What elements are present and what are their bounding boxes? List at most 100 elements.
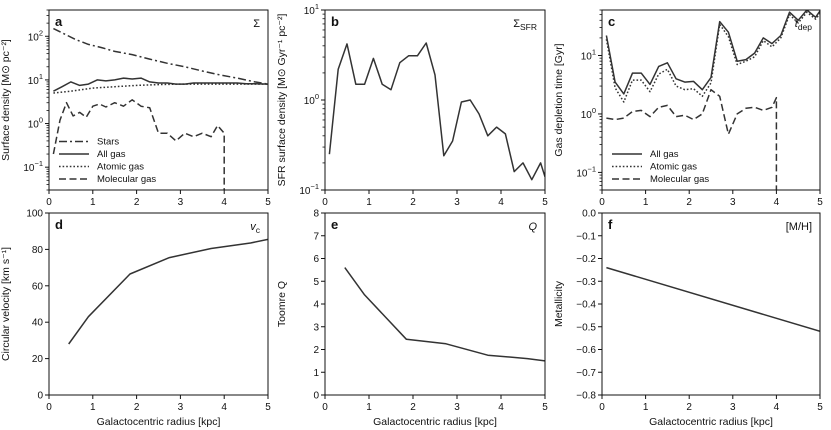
y-tick-label: 7 xyxy=(313,231,319,242)
x-tick-label: 4 xyxy=(221,402,227,413)
legend-label: Atomic gas xyxy=(650,162,697,173)
x-axis-label: Galactocentric radius [kpc] xyxy=(373,416,497,428)
x-axis-label: Galactocentric radius [kpc] xyxy=(97,416,221,428)
y-tick-label: 100 xyxy=(581,106,596,121)
y-axis-label: Surface density [M⊙ pc⁻²] xyxy=(0,39,12,161)
y-axis-label: Toomre Q xyxy=(276,281,288,327)
x-tick-label: 1 xyxy=(643,402,649,413)
plot-frame xyxy=(48,212,269,396)
y-tick-label: 100 xyxy=(26,209,43,220)
x-tick-label: 0 xyxy=(46,197,52,208)
x-tick-label: 4 xyxy=(498,197,504,208)
legend-label: Molecular gas xyxy=(650,174,709,185)
x-tick-label: 3 xyxy=(730,197,736,208)
legend-label: Stars xyxy=(97,137,119,148)
x-tick-label: 2 xyxy=(410,402,416,413)
y-tick-label: 40 xyxy=(32,318,44,329)
panel-a: 0 1 2 3 4 5 10−1 100 101 102 a Σ Surface density [M⊙… xyxy=(0,9,271,208)
y-tick-label: −0.5 xyxy=(576,322,596,333)
y-tick-label: −0.8 xyxy=(576,391,596,402)
series-line-metallicity xyxy=(606,266,820,333)
x-tick-label: 0 xyxy=(322,402,328,413)
y-tick-label: 4 xyxy=(313,300,319,311)
plot-frame xyxy=(601,9,821,191)
y-tick-label: 6 xyxy=(313,254,319,265)
x-tick-label: 5 xyxy=(817,197,823,208)
panel-letter: e xyxy=(331,217,338,232)
x-tick-label: 5 xyxy=(265,197,271,208)
y-tick-label: 1 xyxy=(313,368,319,379)
x-tick-label: 3 xyxy=(454,197,460,208)
x-axis-label: Galactocentric radius [kpc] xyxy=(649,416,773,428)
x-tick-label: 4 xyxy=(498,402,504,413)
x-tick-label: 3 xyxy=(178,197,184,208)
y-tick-label: −0.3 xyxy=(576,277,596,288)
y-axis-label: Metallicity xyxy=(553,280,565,327)
panel-e: 0 1 2 3 4 5 0 1 2 3 4 5 6 7 8 e Q Toomre Q Galactocentric … xyxy=(276,209,548,429)
x-tick-label: 1 xyxy=(90,197,96,208)
x-tick-label: 5 xyxy=(265,402,271,413)
y-tick-label: −0.7 xyxy=(576,368,596,379)
quantity-label: Q xyxy=(528,221,537,233)
series-line-stars xyxy=(53,27,268,85)
y-tick-label: 10−1 xyxy=(576,164,596,179)
y-axis-label: SFR surface density [M⊙ Gyr⁻¹ pc⁻²] xyxy=(276,14,288,187)
y-tick-label: 5 xyxy=(313,277,319,288)
series-line-all-gas xyxy=(605,10,820,95)
series-line-toomre-q xyxy=(344,267,545,362)
y-tick-label: −0.2 xyxy=(576,254,596,265)
panel-c: 0 1 2 3 4 5 10−1 100 101 c tdep Gas depletion time … xyxy=(553,9,823,208)
series-line-molecular-gas xyxy=(52,99,225,190)
y-tick-label: 10−1 xyxy=(23,159,43,174)
x-tick-label: 1 xyxy=(366,402,372,413)
panel-letter: f xyxy=(608,217,613,232)
y-tick-label: 8 xyxy=(313,209,319,220)
x-tick-label: 3 xyxy=(454,402,460,413)
plot-frame xyxy=(324,212,546,396)
series-line-circular-velocity xyxy=(68,238,268,345)
y-tick-label: −0.1 xyxy=(576,231,596,242)
quantity-label: tdep xyxy=(795,18,813,32)
y-tick-label: 0 xyxy=(313,391,319,402)
series-line-sfr xyxy=(328,42,545,181)
plot-frame xyxy=(324,9,546,191)
x-tick-label: 0 xyxy=(322,197,328,208)
x-tick-label: 2 xyxy=(686,402,692,413)
panel-letter: b xyxy=(331,14,339,29)
y-tick-label: 101 xyxy=(304,2,319,17)
y-tick-label: 0 xyxy=(37,391,43,402)
panel-d: 0 1 2 3 4 5 0 20 40 60 80 100 d vc Circular velocity [… xyxy=(0,209,271,429)
plot-frame xyxy=(601,212,821,396)
y-tick-label: 3 xyxy=(313,322,319,333)
legend-label: All gas xyxy=(97,149,126,160)
x-tick-label: 0 xyxy=(599,402,605,413)
x-tick-label: 3 xyxy=(730,402,736,413)
panel-b: 0 1 2 3 4 5 10−1 100 101 b ΣSFR SFR surface density… xyxy=(276,2,548,208)
x-tick-label: 4 xyxy=(774,402,780,413)
x-tick-label: 2 xyxy=(410,197,416,208)
legend-label: Atomic gas xyxy=(97,162,144,173)
y-tick-label: 101 xyxy=(28,72,43,87)
legend-label: Molecular gas xyxy=(97,174,156,185)
y-tick-label: 20 xyxy=(32,354,44,365)
x-tick-label: 5 xyxy=(542,402,548,413)
y-tick-label: −0.6 xyxy=(576,345,596,356)
x-tick-label: 3 xyxy=(178,402,184,413)
x-tick-label: 5 xyxy=(817,402,823,413)
plot-frame xyxy=(48,9,269,191)
x-tick-label: 0 xyxy=(599,197,605,208)
y-tick-label: 0.0 xyxy=(582,209,596,220)
x-tick-label: 5 xyxy=(542,197,548,208)
x-tick-label: 4 xyxy=(221,197,227,208)
panel-f: 0 1 2 3 4 5 −0.8 −0.7 −0.6 −0.5 −0.4 −0.3 −0.2 −0.1 0.… xyxy=(553,209,823,429)
x-tick-label: 2 xyxy=(134,402,140,413)
panel-letter: d xyxy=(55,217,63,232)
y-tick-label: 60 xyxy=(32,281,44,292)
series-line-atomic-gas xyxy=(53,83,268,94)
series-line-atomic-gas xyxy=(605,11,820,103)
x-tick-label: 0 xyxy=(46,402,52,413)
y-axis-label: Gas depletion time [Gyr] xyxy=(553,43,565,156)
y-tick-label: −0.4 xyxy=(576,300,596,311)
